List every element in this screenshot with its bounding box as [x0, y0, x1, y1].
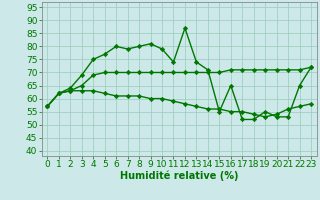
- X-axis label: Humidité relative (%): Humidité relative (%): [120, 171, 238, 181]
